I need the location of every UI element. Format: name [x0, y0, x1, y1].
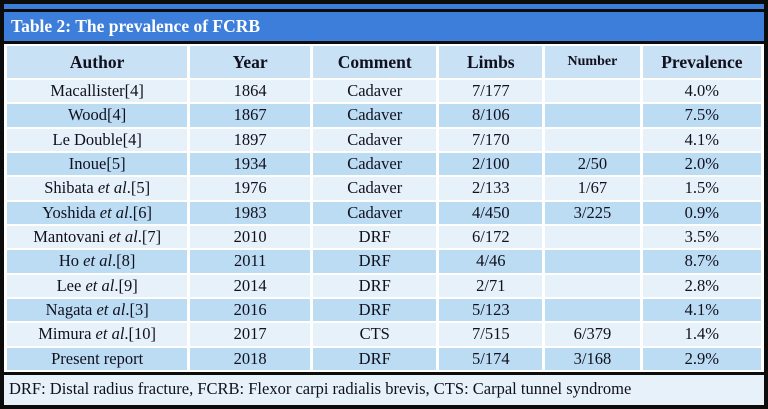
table-cell: Le Double[4]: [7, 128, 188, 151]
table-cell: Cadaver: [313, 104, 437, 127]
table-cell: DRF: [313, 225, 437, 249]
table-cell: 7/170: [439, 128, 543, 151]
table-cell: [545, 80, 640, 103]
table-cell: 2/50: [545, 152, 640, 176]
table-cell: 2.8%: [642, 274, 761, 297]
table-cell: 1983: [190, 201, 311, 224]
table-row: Inoue[5] 1934 Cadaver 2/100 2/50 2.0%: [7, 152, 761, 176]
table-cell: 1934: [190, 152, 311, 176]
header-row: Author Year Comment Limbs Number Prevale…: [7, 46, 761, 78]
table-cell: [545, 250, 640, 273]
col-header-year: Year: [190, 46, 311, 78]
table-row: Macallister[4] 1864 Cadaver 7/177 4.0%: [7, 80, 761, 103]
table-cell: Cadaver: [313, 152, 437, 176]
col-header-author: Author: [7, 46, 188, 78]
table-cell: 3/225: [545, 201, 640, 224]
table-cell: 8/106: [439, 104, 543, 127]
table-cell: 1.4%: [642, 323, 761, 346]
table-cell: 2014: [190, 274, 311, 297]
table-cell: 2/133: [439, 177, 543, 200]
table-cell: 5/174: [439, 347, 543, 370]
col-header-limbs: Limbs: [439, 46, 543, 78]
table-row: Ho et al.[8] 2011 DRF 4/46 8.7%: [7, 250, 761, 273]
table-cell: 2017: [190, 323, 311, 346]
table-cell: 3/168: [545, 347, 640, 370]
table-row: Mantovani et al.[7] 2010 DRF 6/172 3.5%: [7, 225, 761, 249]
table-title-bar: Table 2: The prevalence of FCRB: [4, 12, 764, 44]
table-cell: 4.1%: [642, 128, 761, 151]
table-cell: DRF: [313, 250, 437, 273]
table-cell: [545, 104, 640, 127]
table-cell: [545, 128, 640, 151]
table-cell: 1864: [190, 80, 311, 103]
table-cell: [545, 225, 640, 249]
table-cell: 6/172: [439, 225, 543, 249]
table-cell: [545, 274, 640, 297]
prevalence-table: Author Year Comment Limbs Number Prevale…: [4, 44, 764, 372]
table-cell: Mantovani et al.[7]: [7, 225, 188, 249]
table-cell: 7.5%: [642, 104, 761, 127]
table-cell: 5/123: [439, 298, 543, 322]
table-cell: 2.0%: [642, 152, 761, 176]
table-cell: 2016: [190, 298, 311, 322]
table-title: Table 2: The prevalence of FCRB: [11, 16, 261, 36]
top-accent-strip: [4, 4, 764, 12]
table-cell: 7/515: [439, 323, 543, 346]
table-cell: Ho et al.[8]: [7, 250, 188, 273]
table-row: Present report 2018 DRF 5/174 3/168 2.9%: [7, 347, 761, 370]
table-cell: Cadaver: [313, 128, 437, 151]
table-cell: 6/379: [545, 323, 640, 346]
table-cell: 1867: [190, 104, 311, 127]
table-cell: 1.5%: [642, 177, 761, 200]
table-cell: 4.1%: [642, 298, 761, 322]
col-header-number: Number: [545, 46, 640, 78]
table-row: Shibata et al.[5] 1976 Cadaver 2/133 1/67 1.5…: [7, 177, 761, 200]
table-cell: Nagata et al.[3]: [7, 298, 188, 322]
table-row: Yoshida et al.[6] 1983 Cadaver 4/450 3/225 0.…: [7, 201, 761, 224]
table-cell: Cadaver: [313, 80, 437, 103]
table-cell: 8.7%: [642, 250, 761, 273]
table-cell: Present report: [7, 347, 188, 370]
table-cell: 2.9%: [642, 347, 761, 370]
table-cell: 2018: [190, 347, 311, 370]
table-cell: 4/46: [439, 250, 543, 273]
table-cell: Lee et al.[9]: [7, 274, 188, 297]
table-cell: 0.9%: [642, 201, 761, 224]
table-cell: 7/177: [439, 80, 543, 103]
table-cell: 2/100: [439, 152, 543, 176]
table-cell: 1/67: [545, 177, 640, 200]
table-cell: DRF: [313, 347, 437, 370]
table-cell: 2010: [190, 225, 311, 249]
table-cell: Cadaver: [313, 177, 437, 200]
table-cell: 2011: [190, 250, 311, 273]
table-cell: Mimura et al.[10]: [7, 323, 188, 346]
table-cell: DRF: [313, 298, 437, 322]
table-body: Macallister[4] 1864 Cadaver 7/177 4.0% Wood[4…: [7, 80, 761, 370]
table-cell: Cadaver: [313, 201, 437, 224]
table-cell: 2/71: [439, 274, 543, 297]
col-header-comment: Comment: [313, 46, 437, 78]
table-row: Lee et al.[9] 2014 DRF 2/71 2.8%: [7, 274, 761, 297]
table-row: Mimura et al.[10] 2017 CTS 7/515 6/379 1.4%: [7, 323, 761, 346]
table-cell: 4.0%: [642, 80, 761, 103]
footnote: DRF: Distal radius fracture, FCRB: Flexo…: [4, 372, 764, 405]
table-row: Wood[4] 1867 Cadaver 8/106 7.5%: [7, 104, 761, 127]
table-cell: 4/450: [439, 201, 543, 224]
table-cell: DRF: [313, 274, 437, 297]
table-cell: CTS: [313, 323, 437, 346]
table-cell: 3.5%: [642, 225, 761, 249]
table-cell: 1976: [190, 177, 311, 200]
table-cell: [545, 298, 640, 322]
table-cell: Macallister[4]: [7, 80, 188, 103]
table-cell: 1897: [190, 128, 311, 151]
table-cell: Inoue[5]: [7, 152, 188, 176]
table-row: Le Double[4] 1897 Cadaver 7/170 4.1%: [7, 128, 761, 151]
table-cell: Shibata et al.[5]: [7, 177, 188, 200]
table-row: Nagata et al.[3] 2016 DRF 5/123 4.1%: [7, 298, 761, 322]
table-cell: Yoshida et al.[6]: [7, 201, 188, 224]
col-header-prevalence: Prevalence: [642, 46, 761, 78]
table-cell: Wood[4]: [7, 104, 188, 127]
